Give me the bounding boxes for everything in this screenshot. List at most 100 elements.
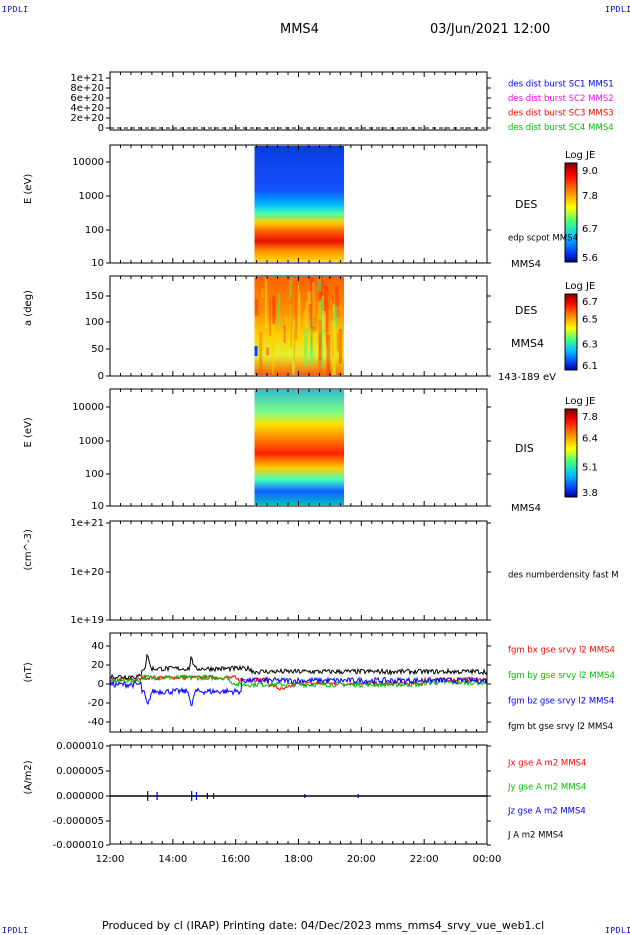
dis-energy-spectrogram: [254, 390, 345, 505]
des-pitch-spectrogram-streak: [322, 314, 326, 330]
y-tick-label: 2e+20: [70, 113, 104, 124]
des-pitch-spectrogram-streak: [270, 321, 275, 362]
instrument-label: DES: [515, 198, 537, 211]
des-pitch-spectrogram-streak: [318, 280, 322, 301]
y-tick-label: 0.000010: [56, 741, 104, 752]
panel-5-frame: [109, 520, 488, 621]
legend-numberdensity: des numberdensity fast M: [508, 571, 619, 581]
legend-fgm-3: fgm bz gse srvy l2 MMS4: [508, 697, 614, 707]
y-tick-label: 100: [85, 317, 104, 328]
des-pitch-spectrogram-streak: [341, 326, 344, 340]
y-tick-label: 100: [85, 469, 104, 480]
des-pitch-spectrogram-streak: [312, 282, 315, 327]
des-pitch-spectrogram-streak: [334, 305, 339, 329]
colorbar-1: [564, 162, 578, 263]
des-pitch-spectrogram-streak: [307, 291, 312, 305]
des-pitch-spectrogram-streak: [327, 288, 330, 310]
des-pitch-spectrogram-streak: [338, 328, 343, 364]
des-pitch-spectrogram-streak: [284, 315, 288, 347]
colorbar-2: [564, 293, 578, 371]
des-pitch-spectrogram-streak: [333, 337, 337, 375]
des-pitch-spectrogram-streak: [318, 302, 321, 346]
y-tick-label: 1e+20: [70, 567, 104, 578]
des-pitch-spectrogram-streak: [261, 288, 264, 299]
des-pitch-spectrogram-streak: [318, 319, 322, 375]
y-tick-label: 40: [91, 641, 104, 652]
legend-des-dist-3: des dist burst SC3 MMS3: [508, 109, 614, 119]
y-tick-label: 150: [85, 291, 104, 302]
des-pitch-spectrogram-streak: [298, 284, 300, 337]
y-tick-label: -40: [88, 717, 104, 728]
des-pitch-spectrogram-streak: [290, 276, 293, 283]
colorbar-tick-label: 3.8: [582, 488, 598, 499]
des-pitch-spectrogram-streak: [264, 276, 268, 328]
legend-current-3: Jz gse A m2 MMS4: [507, 807, 586, 817]
y-tick-label: 6e+20: [70, 93, 104, 104]
colorbar-tick-label: 6.3: [582, 340, 598, 351]
des-pitch-spectrogram-streak: [272, 299, 276, 318]
des-pitch-spectrogram-streak: [272, 295, 276, 325]
des-pitch-spectrogram-streak: [310, 316, 313, 357]
colorbar-tick-label: 9.0: [582, 166, 598, 177]
y-tick-label: 0.000005: [56, 766, 104, 777]
corner-label-bottom-left: IPDLI: [2, 926, 29, 935]
des-pitch-spectrogram-streak: [331, 305, 334, 357]
legend-des-dist-2: des dist burst SC2 MMS2: [508, 94, 614, 104]
colorbar-title: Log JE: [565, 281, 595, 292]
des-pitch-spectrogram-streak: [332, 304, 335, 342]
des-pitch-spectrogram-streak: [341, 329, 344, 375]
y-tick-label: 1000: [79, 191, 104, 202]
panel-4-ylabel: E (eV): [23, 417, 34, 447]
instrument-label: DIS: [515, 442, 534, 455]
des-pitch-spectrogram-streak: [290, 294, 292, 347]
panel-bottom-right-label: 143-189 eV: [498, 372, 556, 383]
legend-des-dist-4: des dist burst SC4 MMS4: [508, 123, 614, 133]
des-pitch-spectrogram: [254, 277, 345, 375]
y-tick-label: 1e+21: [70, 73, 104, 84]
colorbar-tick-label: 7.8: [582, 191, 598, 202]
y-tick-label: 100: [85, 225, 104, 236]
des-pitch-spectrogram-streak: [290, 305, 292, 333]
des-pitch-spectrogram-streak: [269, 297, 271, 337]
y-tick-label: 20: [91, 660, 104, 671]
corner-label-top-left: IPDLI: [2, 5, 29, 14]
x-tick-label: 20:00: [347, 854, 376, 865]
y-tick-label: -20: [88, 698, 104, 709]
des-pitch-spectrogram-streak: [338, 336, 340, 374]
colorbar-tick-label: 6.4: [582, 433, 598, 444]
y-tick-label: 4e+20: [70, 103, 104, 114]
des-pitch-spectrogram-streak: [320, 299, 322, 333]
y-tick-label: 0: [98, 123, 104, 134]
des-pitch-spectrogram-streak: [317, 278, 322, 292]
des-pitch-spectrogram-streak: [319, 331, 322, 349]
instrument-label: DES: [515, 304, 537, 317]
des-pitch-spectrogram-streak: [259, 332, 263, 374]
des-pitch-spectrogram-streak: [304, 329, 308, 367]
x-tick-label: 14:00: [158, 854, 187, 865]
pitch-low-flux-patch: [254, 346, 258, 356]
des-pitch-spectrogram-streak: [331, 294, 334, 322]
panel-6-ylabel: (nT): [23, 662, 34, 682]
des-pitch-spectrogram-streak: [324, 284, 328, 332]
des-pitch-spectrogram-streak: [321, 295, 324, 339]
y-tick-label: 50: [91, 344, 104, 355]
des-pitch-spectrogram-streak: [325, 288, 330, 341]
y-tick-label: -0.000005: [53, 816, 104, 827]
y-tick-label: 0: [98, 679, 104, 690]
colorbar-title: Log JE: [565, 396, 595, 407]
des-energy-spectrogram: [254, 146, 345, 262]
instrument-sublabel: edp scpot MMS4: [508, 234, 578, 244]
des-pitch-spectrogram-streak: [303, 336, 307, 361]
des-pitch-spectrogram-streak: [265, 347, 270, 356]
colorbar-tick-label: 6.7: [582, 297, 598, 308]
spacecraft-title: MMS4: [280, 22, 319, 37]
des-pitch-spectrogram-streak: [309, 349, 314, 366]
legend-current-4: J A m2 MMS4: [507, 831, 564, 841]
colorbar-tick-label: 7.8: [582, 412, 598, 423]
des-pitch-spectrogram-streak: [334, 305, 336, 329]
des-pitch-spectrogram-streak: [277, 292, 280, 327]
y-tick-label: 8e+20: [70, 83, 104, 94]
corner-label-top-right: IPDLI: [605, 5, 630, 14]
des-pitch-spectrogram-streak: [331, 323, 336, 375]
